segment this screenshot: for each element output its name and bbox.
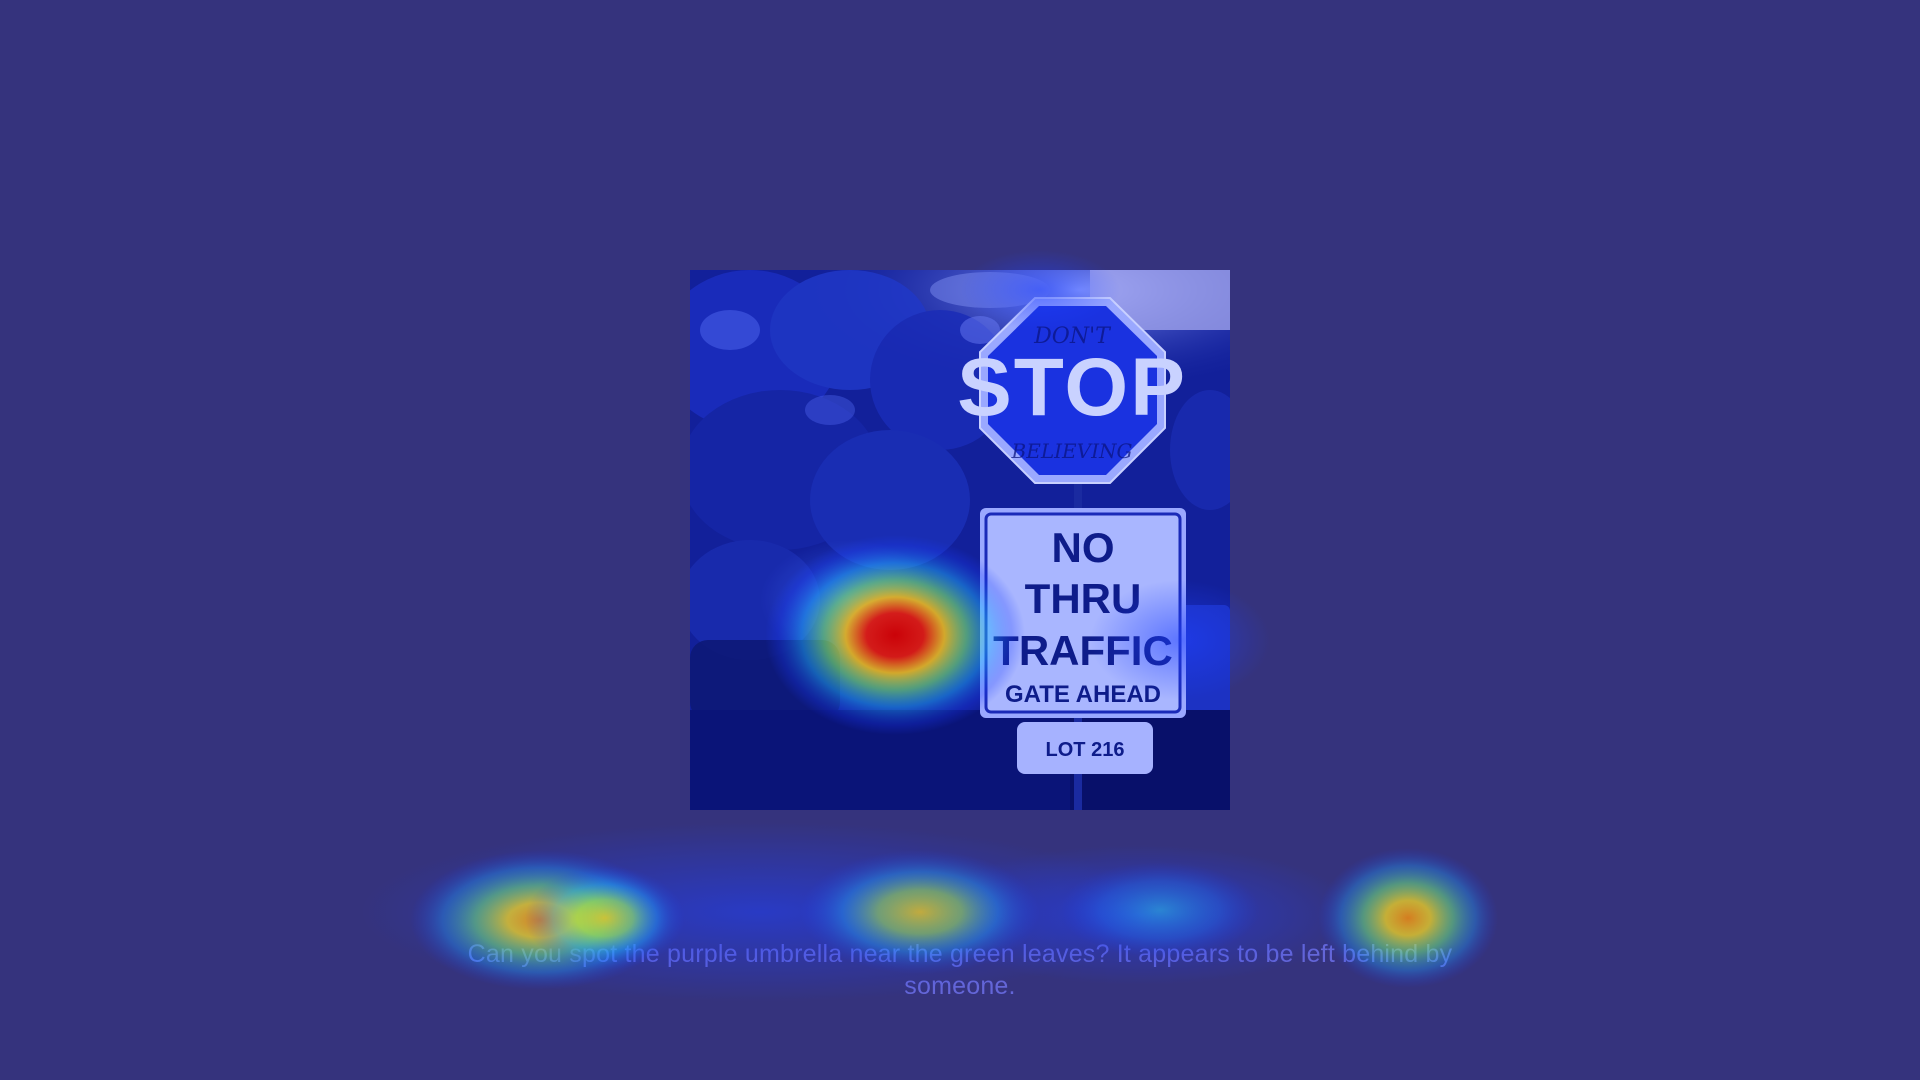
no-thru-traffic-sign: NO THRU TRAFFIC GATE AHEAD [980, 508, 1186, 718]
stop-sign: DON'T STOP BELIEVING [957, 297, 1187, 484]
photo-canvas: DON'T STOP BELIEVING NO THRU TRAFFIC GAT… [690, 270, 1230, 810]
lot-sign: LOT 216 [1017, 722, 1153, 774]
stop-sign-label: STOP [957, 342, 1187, 433]
prompt-text: Can you spot the purple umbrella near th… [467, 940, 1453, 1000]
street-sign-photo: DON'T STOP BELIEVING NO THRU TRAFFIC GAT… [690, 270, 1230, 810]
sign-line-no: NO [1052, 524, 1115, 571]
sign-line-traffic: TRAFFIC [993, 627, 1173, 674]
parked-car [690, 640, 840, 720]
sign-line-gate-ahead: GATE AHEAD [1005, 681, 1161, 708]
sign-line-thru: THRU [1025, 575, 1142, 622]
stop-sign-graffiti-bottom: BELIEVING [1011, 439, 1133, 463]
lot-sign-label: LOT 216 [1046, 739, 1125, 761]
